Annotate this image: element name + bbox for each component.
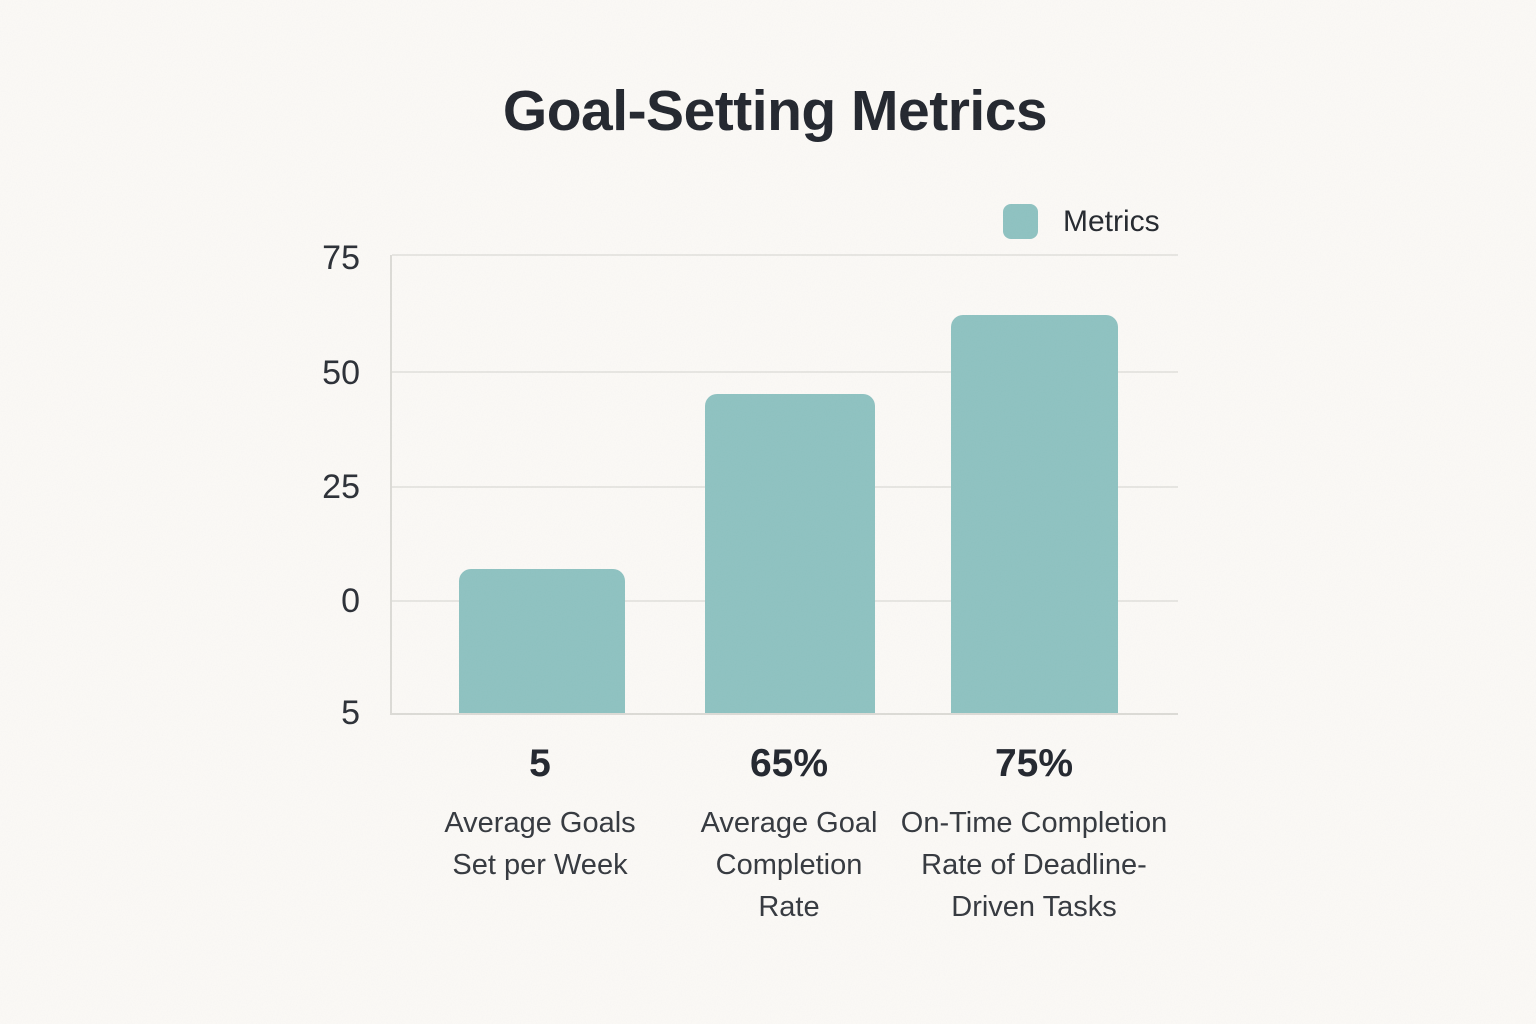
category-value-label: 75% [994, 742, 1074, 785]
y-axis-tick-0: 0 [341, 582, 360, 620]
y-axis-tick-50: 50 [322, 354, 360, 392]
category-description: Average Goals Set per Week [444, 807, 636, 882]
category-value-label: 5 [529, 742, 551, 785]
bar-on-time-completion-rate [950, 314, 1119, 713]
y-axis-tick-5: 5 [341, 694, 360, 732]
plot-area [390, 254, 1178, 715]
bar-average-goal-completion-rate [704, 394, 875, 713]
x-axis-label-group-3: 75% On-Time Completion Rate of Deadline-… [879, 742, 1189, 928]
category-description: On-Time Completion Rate of Deadline- Dri… [900, 807, 1168, 924]
y-axis-tick-75: 75 [322, 239, 360, 277]
y-axis-tick-25: 25 [322, 468, 360, 506]
gridline-75 [392, 254, 1178, 256]
legend-label: Metrics [1063, 205, 1160, 238]
legend-swatch-icon [1003, 204, 1038, 239]
bar-average-goals-set-per-week [458, 568, 625, 713]
x-axis-label-group-1: 5 Average Goals Set per Week [395, 742, 685, 886]
chart-title: Goal-Setting Metrics [502, 79, 1048, 143]
legend: Metrics [1003, 204, 1160, 239]
